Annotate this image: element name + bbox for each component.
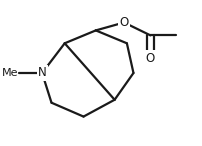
- Text: N: N: [38, 66, 46, 80]
- Text: O: O: [119, 16, 129, 29]
- Text: O: O: [146, 52, 155, 65]
- Text: Me: Me: [2, 68, 19, 78]
